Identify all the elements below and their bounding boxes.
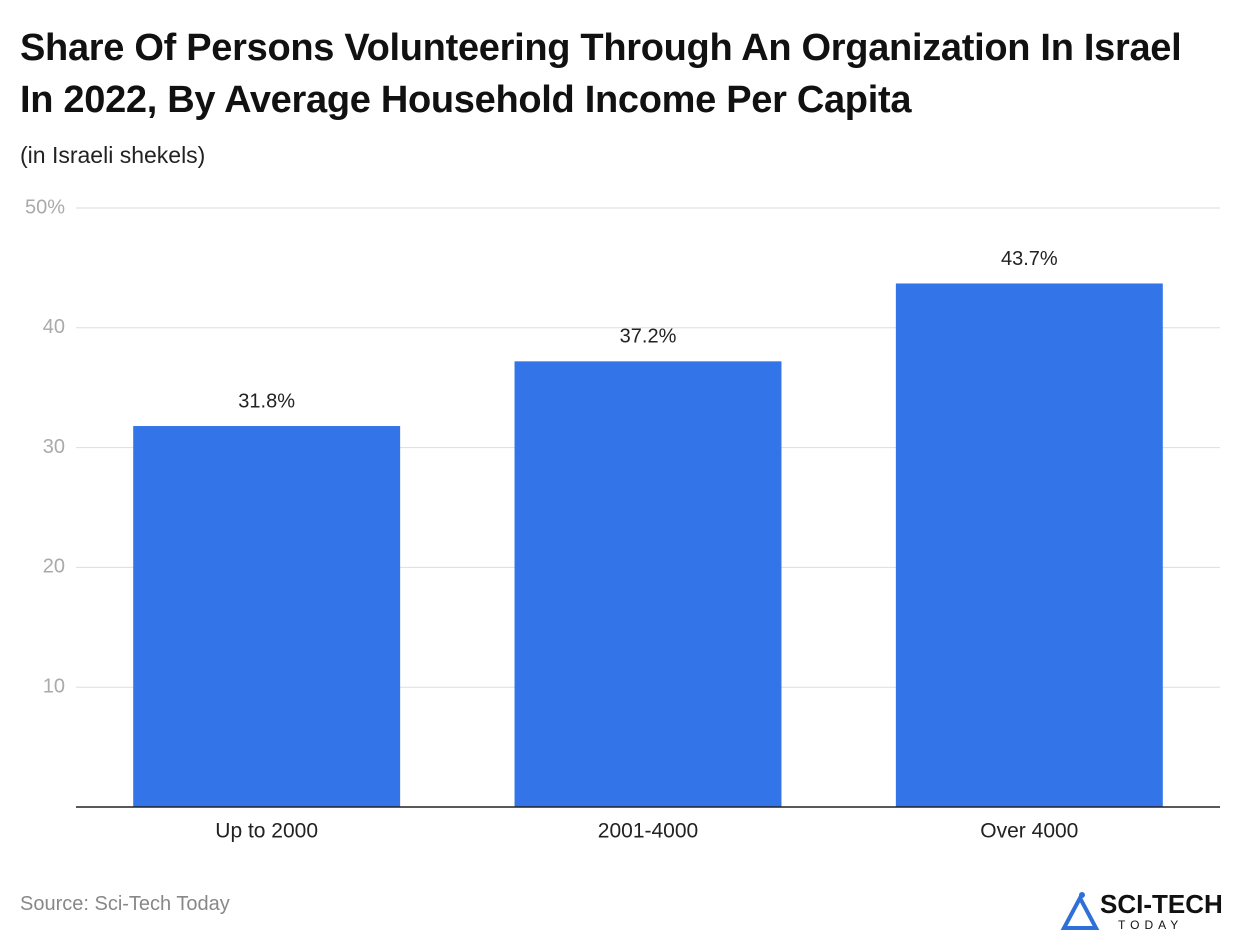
y-tick-label: 30 [43,436,65,458]
y-tick-label: 10 [43,675,65,697]
value-label: 37.2% [620,326,677,348]
logo: SCI-TECH TODAY [1060,889,1223,932]
x-tick-label: Up to 2000 [215,820,318,843]
chart-title: Share Of Persons Volunteering Through An… [20,27,1182,121]
logo-name: SCI-TECH [1100,889,1223,919]
x-tick-label: Over 4000 [980,820,1078,843]
y-tick-label: 40 [43,316,65,338]
logo-icon [1060,893,1100,930]
logo-dot [1079,892,1085,898]
y-tick-label: 50% [25,196,65,218]
bar [514,361,782,807]
logo-tagline: TODAY [1118,918,1183,932]
bar [895,283,1163,807]
x-tick-label: 2001-4000 [598,820,698,843]
value-label: 31.8% [238,390,295,412]
y-tick-label: 20 [43,556,65,578]
bar [133,426,401,807]
value-label: 43.7% [1001,248,1058,270]
chart-subtitle: (in Israeli shekels) [20,142,206,168]
source: Source: Sci-Tech Today [20,893,230,915]
